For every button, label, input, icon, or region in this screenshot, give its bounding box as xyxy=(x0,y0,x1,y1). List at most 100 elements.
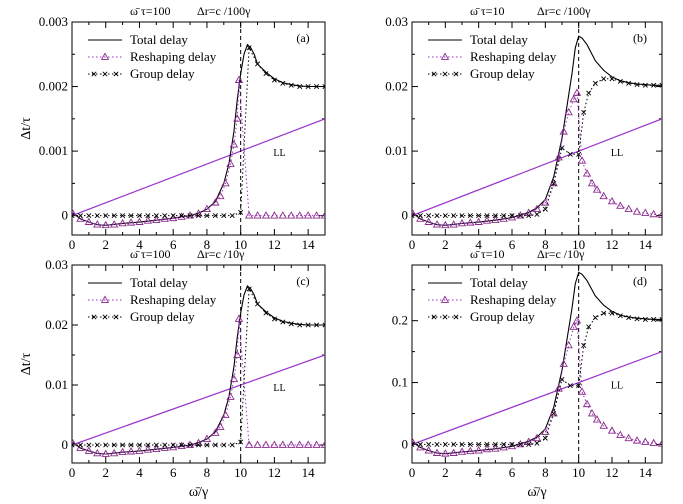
group-delay-point xyxy=(314,322,320,328)
reshaping-delay-point xyxy=(432,448,442,456)
group-delay-point xyxy=(229,442,235,448)
reshaping-delay-point xyxy=(221,410,230,418)
x-tick-label: 6 xyxy=(170,237,177,252)
group-delay-point xyxy=(136,213,142,219)
group-delay-point xyxy=(187,442,193,448)
group-delay-point xyxy=(459,213,465,219)
group-delay-point xyxy=(263,310,269,316)
x-tick-label: 12 xyxy=(268,237,281,252)
reshaping-delay-point xyxy=(424,217,433,225)
panel-letter-label: (b) xyxy=(633,31,647,45)
reshaping-delay-point xyxy=(641,208,650,216)
legend-marker-cross xyxy=(453,71,459,77)
plot-area xyxy=(412,265,662,463)
group-delay-point xyxy=(609,76,615,82)
group-delay-point xyxy=(322,322,325,328)
reshaping-delay-point xyxy=(572,316,582,324)
legend-marker-cross xyxy=(91,314,97,320)
x-tick-label: 0 xyxy=(409,237,416,252)
group-delay-point xyxy=(271,316,277,322)
reshaping-delay-point xyxy=(226,392,235,400)
group-delay-point xyxy=(86,442,92,448)
group-delay-point xyxy=(77,442,83,448)
group-delay-point xyxy=(634,316,640,322)
group-delay-point xyxy=(626,80,632,86)
reshaping-delay-point xyxy=(185,440,195,448)
reshaping-delay-point xyxy=(229,374,239,382)
series-line-total-delay xyxy=(72,43,325,226)
plot-area xyxy=(412,22,662,235)
x-tick-label: 6 xyxy=(170,465,177,480)
reshaping-delay-point xyxy=(532,204,542,213)
legend-entry-label: Group delay xyxy=(470,66,535,81)
group-delay-point xyxy=(212,213,218,219)
reshaping-delay-point xyxy=(416,443,425,451)
group-delay-point xyxy=(255,301,261,307)
group-delay-point xyxy=(153,442,159,448)
y-tick-label: 0.01 xyxy=(45,377,68,392)
reshaping-delay-point xyxy=(474,446,483,454)
group-delay-point xyxy=(72,213,75,219)
ll-line xyxy=(72,118,325,217)
group-delay-point xyxy=(567,151,573,157)
reshaping-delay-point xyxy=(278,211,288,219)
y-tick-label: 0.2 xyxy=(392,313,408,328)
group-delay-point xyxy=(509,441,515,447)
legend-entry-label: Total delay xyxy=(470,275,528,290)
group-delay-point xyxy=(412,213,415,219)
reshaping-delay-point xyxy=(93,448,102,457)
reshaping-delay-point xyxy=(632,207,642,215)
legend-entry-label: Reshaping delay xyxy=(470,49,557,64)
reshaping-delay-point xyxy=(84,446,94,454)
reshaping-delay-point xyxy=(126,218,136,226)
group-delay-point xyxy=(534,440,540,446)
reshaping-delay-point xyxy=(491,215,500,224)
series-line-reshaping-delay xyxy=(72,80,325,226)
group-delay-point xyxy=(229,213,235,219)
panel-header-step: Δr=c /100γ xyxy=(197,4,251,18)
y-tick-label: 0.002 xyxy=(39,79,68,94)
reshaping-delay-point xyxy=(449,448,458,456)
group-delay-point xyxy=(417,213,423,219)
reshaping-delay-point xyxy=(152,444,161,453)
reshaping-delay-point xyxy=(577,156,587,164)
panel-header-step: Δr=c /10γ xyxy=(537,247,585,261)
group-delay-point xyxy=(492,441,498,447)
group-delay-point xyxy=(501,441,507,447)
ll-line xyxy=(412,118,662,217)
plot-frame xyxy=(71,21,326,236)
legend-marker-cross xyxy=(113,71,119,77)
reshaping-delay-point xyxy=(616,201,625,209)
reshaping-delay-point xyxy=(624,433,633,442)
group-delay-point xyxy=(617,78,623,84)
reshaping-delay-point xyxy=(234,314,244,322)
x-axis-label: ω̄/γ xyxy=(527,485,546,500)
group-delay-point xyxy=(642,316,648,322)
group-delay-point xyxy=(179,213,185,219)
reshaping-delay-point xyxy=(253,440,262,448)
reshaping-delay-point xyxy=(457,218,467,227)
x-axis-label: ω̄/γ xyxy=(189,485,208,500)
group-delay-point xyxy=(434,213,440,219)
reshaping-delay-point xyxy=(233,350,242,358)
reshaping-delay-point xyxy=(559,127,568,135)
group-delay-point xyxy=(592,80,598,86)
group-delay-point xyxy=(426,441,432,447)
reshaping-delay-point xyxy=(599,191,608,200)
group-delay-point xyxy=(288,321,294,327)
reshaping-delay-point xyxy=(143,445,153,453)
group-delay-point xyxy=(626,315,632,321)
legend-entry-label: Total delay xyxy=(130,32,188,47)
group-delay-point xyxy=(617,313,623,319)
group-delay-point xyxy=(204,442,210,448)
panel-header-step: Δr=c /100γ xyxy=(537,4,591,18)
series-line-group-delay xyxy=(412,78,662,217)
group-delay-point xyxy=(651,316,657,322)
reshaping-delay-point xyxy=(84,217,94,225)
reshaping-delay-point xyxy=(211,198,220,206)
reshaping-delay-point xyxy=(76,214,85,222)
reshaping-delay-point xyxy=(432,220,442,228)
reshaping-delay-point xyxy=(320,440,325,448)
reshaping-delay-point xyxy=(202,204,212,213)
x-tick-label: 2 xyxy=(102,465,109,480)
